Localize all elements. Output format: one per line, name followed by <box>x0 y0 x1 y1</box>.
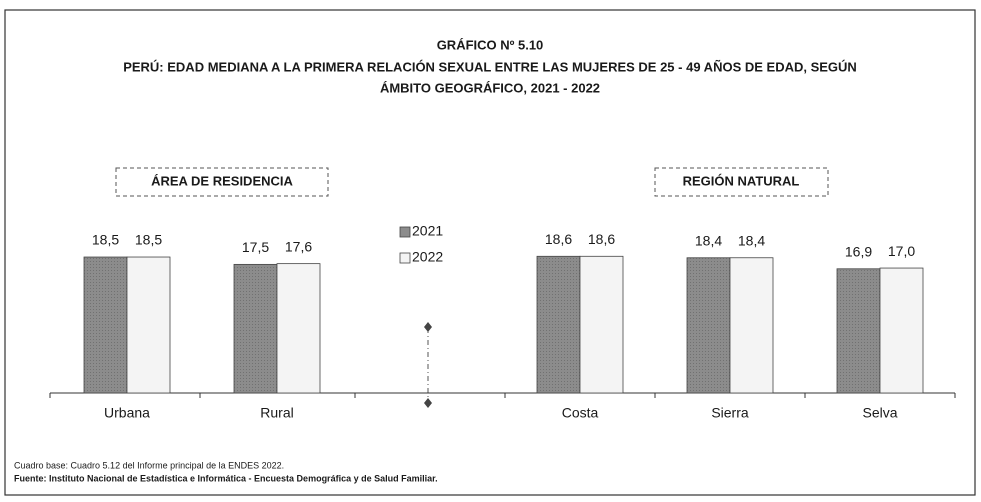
x-tick-label: Urbana <box>104 405 150 421</box>
x-tick-label: Sierra <box>711 405 749 421</box>
chart-subtitle: PERÚ: EDAD MEDIANA A LA PRIMERA RELACIÓN… <box>123 59 857 74</box>
value-label: 17,0 <box>888 243 915 259</box>
value-label: 17,5 <box>242 239 269 255</box>
group-label: ÁREA DE RESIDENCIA <box>151 173 293 188</box>
axis-ticks <box>50 393 955 398</box>
value-label: 18,6 <box>588 231 615 247</box>
legend-swatch <box>400 253 410 263</box>
value-label: 16,9 <box>845 243 872 259</box>
bar <box>127 257 170 393</box>
bar <box>277 264 320 393</box>
value-label: 17,6 <box>285 238 312 254</box>
value-label: 18,4 <box>695 232 722 248</box>
value-label: 18,4 <box>738 232 765 248</box>
chart-title: GRÁFICO Nº 5.10 <box>437 37 544 52</box>
bar-texture <box>84 257 127 393</box>
note: Cuadro base: Cuadro 5.12 del Informe pri… <box>14 460 284 470</box>
value-label: 18,5 <box>92 232 119 248</box>
note: Fuente: Instituto Nacional de Estadístic… <box>14 473 438 483</box>
x-tick-label: Costa <box>562 405 599 421</box>
legend-label: 2022 <box>412 249 443 265</box>
x-tick-label: Rural <box>260 405 293 421</box>
x-tick-label: Selva <box>862 405 897 421</box>
bar-texture <box>234 264 277 393</box>
bar <box>730 258 773 393</box>
chart: GRÁFICO Nº 5.10 PERÚ: EDAD MEDIANA A LA … <box>0 0 981 502</box>
legend-label: 2021 <box>412 223 443 239</box>
value-label: 18,5 <box>135 232 162 248</box>
group-label: REGIÓN NATURAL <box>683 173 800 188</box>
bar-texture <box>537 256 580 393</box>
bar-texture <box>687 258 730 393</box>
bar <box>580 256 623 393</box>
bar <box>880 268 923 393</box>
bar-texture <box>837 269 880 393</box>
value-label: 18,6 <box>545 231 572 247</box>
chart-subtitle: ÁMBITO GEOGRÁFICO, 2021 - 2022 <box>380 80 600 95</box>
legend-swatch <box>400 227 410 237</box>
